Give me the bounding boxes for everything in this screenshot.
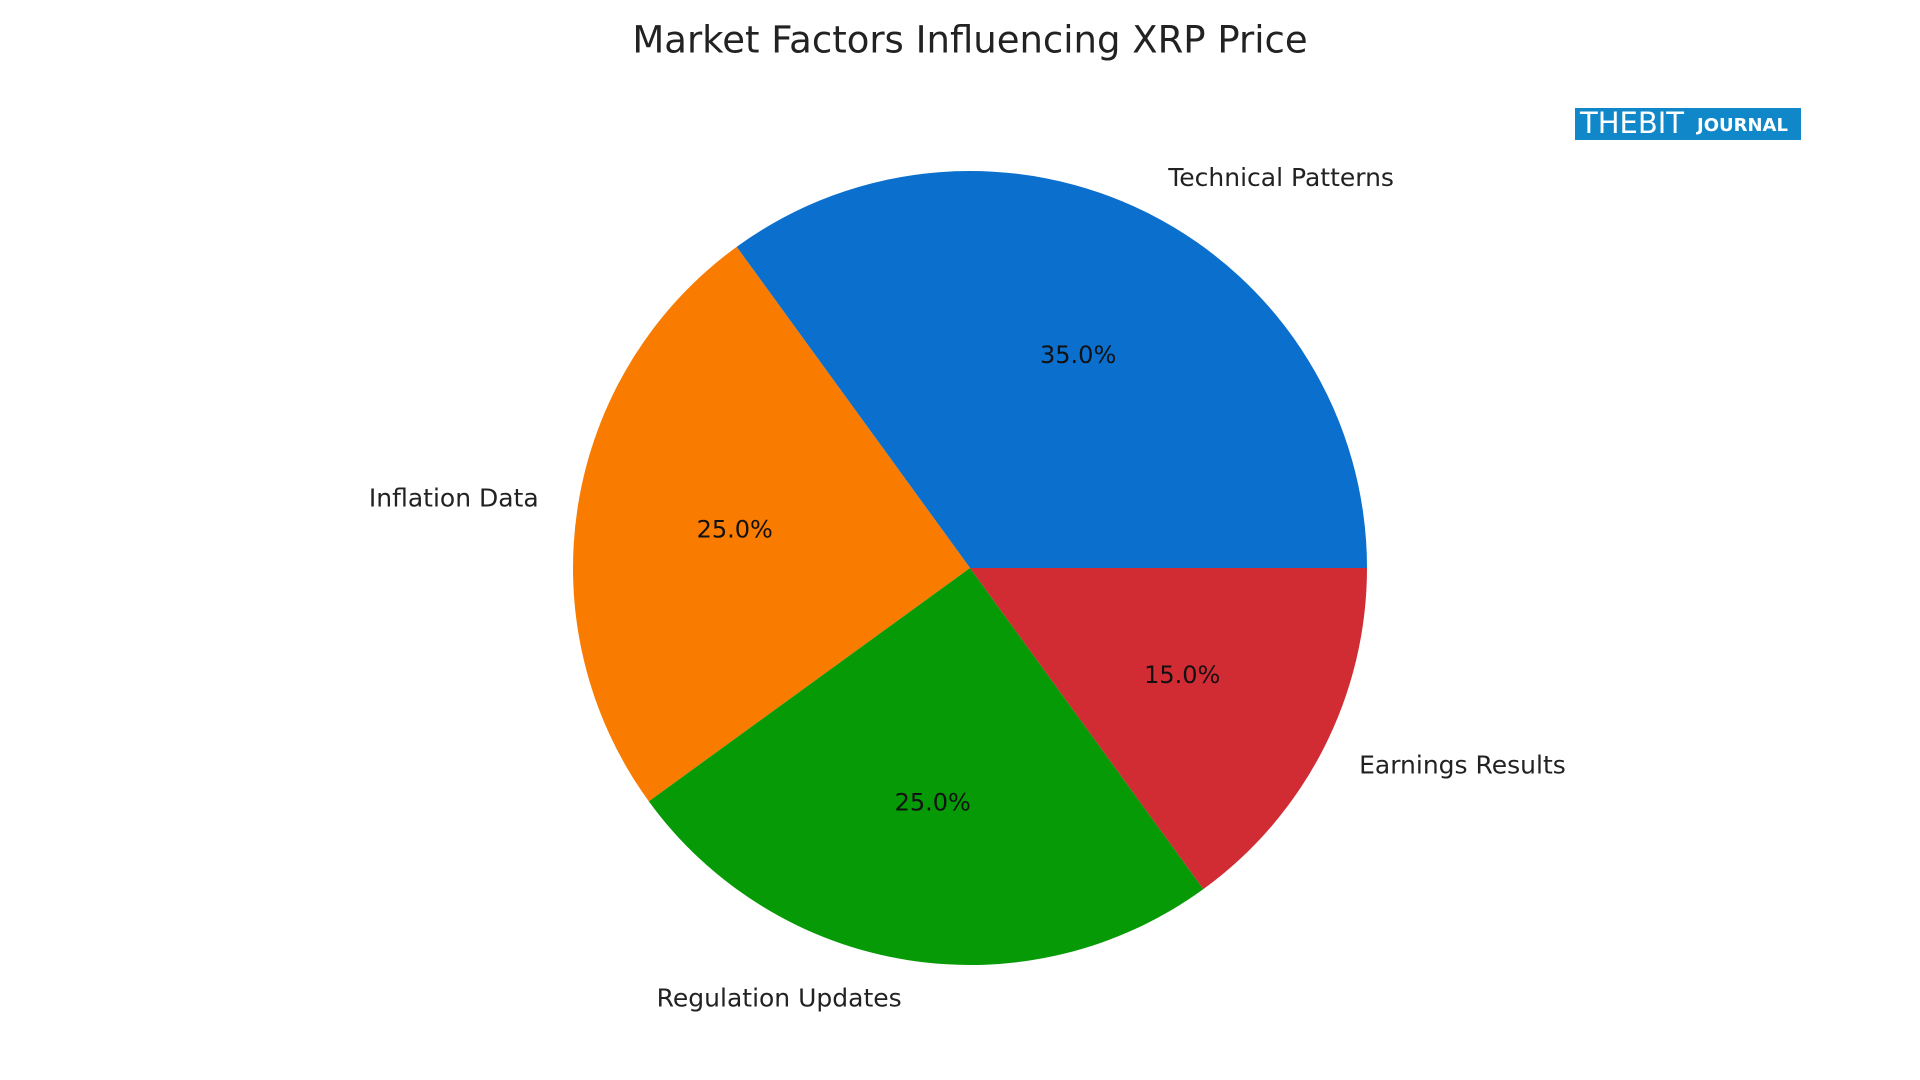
pie-slice bbox=[970, 568, 1367, 890]
slice-label: Technical Patterns bbox=[1167, 163, 1394, 192]
pie-slice bbox=[572, 246, 970, 802]
value-label: 25.0% bbox=[697, 516, 773, 544]
watermark-text: THEBIT bbox=[1579, 106, 1684, 140]
watermark: THEBIT JOURNAL bbox=[1575, 106, 1801, 140]
chart-title: Market Factors Influencing XRP Price bbox=[632, 19, 1307, 62]
value-label: 25.0% bbox=[895, 788, 971, 816]
pie-slice bbox=[648, 568, 1204, 965]
slice-label: Earnings Results bbox=[1359, 750, 1566, 779]
value-label: 35.0% bbox=[1040, 341, 1116, 369]
slice-label: Regulation Updates bbox=[657, 983, 902, 1012]
value-label: 15.0% bbox=[1144, 661, 1220, 689]
watermark-box bbox=[1575, 108, 1801, 140]
slice-label: Inflation Data bbox=[369, 484, 539, 513]
watermark-text: JOURNAL bbox=[1695, 115, 1788, 136]
pie-slice bbox=[736, 170, 1367, 568]
